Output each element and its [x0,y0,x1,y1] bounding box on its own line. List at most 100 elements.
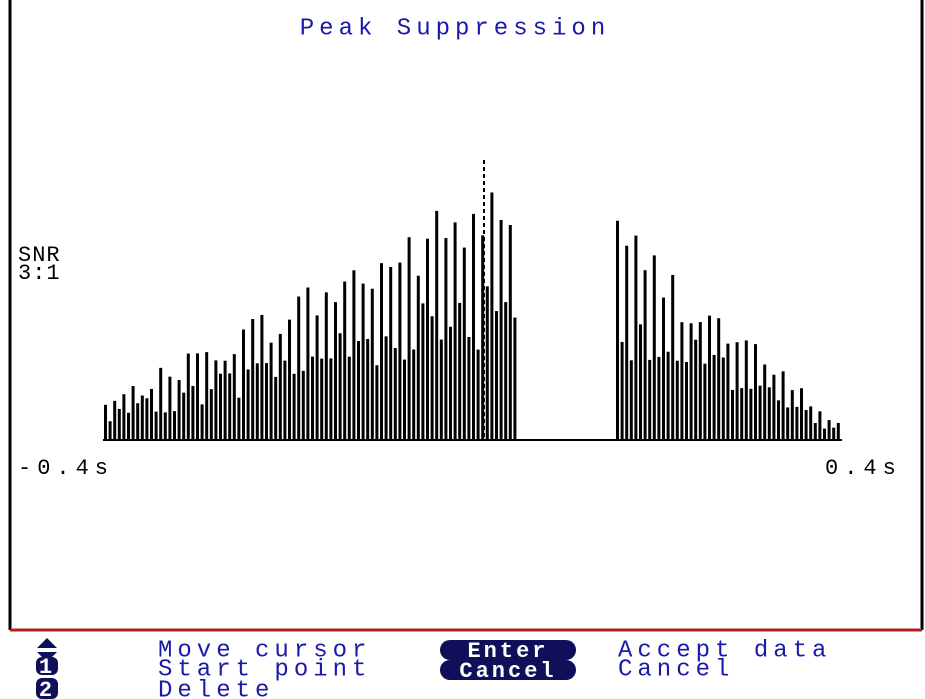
signal-bar [209,389,213,440]
signal-bar [403,359,406,440]
signal-bar [407,237,411,440]
signal-bar [508,225,512,440]
snr-value: 3:1 [18,261,61,286]
signal-bar [251,319,255,440]
signal-bar [214,360,218,440]
signal-bar [809,406,813,440]
signal-bar [154,411,158,440]
key-icon [36,657,58,675]
signal-bar [122,394,126,440]
key-name[interactable]: Cancel [459,659,556,684]
hint: Start point [158,656,371,683]
signal-bar [481,235,485,440]
signal-bar [269,342,273,440]
signal-bar [616,220,619,440]
signal-bar [219,373,222,440]
key-pill[interactable] [440,640,576,660]
signal-bar [744,340,748,440]
signal [104,192,840,440]
signal-bar [329,358,333,440]
footer: 1 2 Move cursor Start point Delete Enter… [36,637,831,699]
signal-bar [242,329,245,440]
signal-bar [324,292,328,440]
signal-bar [104,404,107,440]
signal-bar [113,400,117,440]
signal-bar [740,388,744,440]
key-name[interactable]: Enter [467,639,548,664]
signal-bar [375,365,379,440]
signal-bar [685,361,688,440]
signal-bar [182,392,186,440]
signal-bar [292,373,296,440]
signal-bar [421,303,425,440]
signal-bar [777,400,780,440]
signal-bar [150,388,153,440]
signal-bar [370,288,374,440]
signal-bar [620,341,624,440]
signal-bar [513,317,517,440]
signal-bar [439,339,443,440]
signal-bar [758,385,762,440]
signal-bar [800,388,803,440]
signal-bar [311,356,314,440]
signal-bar [827,420,831,440]
signal-bar [652,255,656,440]
signal-bar [288,319,291,440]
signal-bar [283,360,287,440]
signal-bar [278,333,282,440]
signal-bar [393,348,397,440]
signal-bar [708,315,711,440]
signal-bar [223,360,227,440]
signal-bar [735,342,739,440]
signal-bar [490,192,494,440]
signal-bar [832,427,836,440]
signal-bar [804,410,808,440]
key-pill[interactable] [440,660,576,680]
signal-bar [430,316,434,440]
signal-bar [117,408,121,440]
signal-bar [698,322,702,440]
key-icon-label: 1 [39,655,55,680]
snr-label: SNR [18,243,61,268]
signal-bar [485,286,489,440]
signal-bar [721,357,725,440]
signal-bar [629,360,633,440]
signal-bar [476,349,480,440]
key-action: Cancel [618,656,734,683]
signal-bar [823,428,826,440]
signal-bar [648,359,652,440]
signal-bar [671,274,675,440]
signal-bar [274,376,278,440]
signal-bar [495,311,498,440]
signal-bar [380,263,383,440]
signal-bar [499,219,503,440]
key-action: Accept data [618,637,831,664]
signal-bar [795,406,799,440]
signal-bar [255,363,259,440]
signal-bar [467,336,471,440]
signal-bar [472,213,475,440]
signal-bar [246,369,250,440]
signal-bar [232,354,236,440]
signal-bar [657,356,661,440]
signal-bar [818,411,822,440]
signal-bar [726,343,730,440]
signal-bar [384,336,388,440]
signal-bar [301,370,305,440]
signal-bar [320,358,324,440]
signal-bar [352,270,356,440]
signal-bar [749,388,753,440]
signal-bar [444,238,448,440]
signal-bar [426,238,429,440]
signal-bar [177,380,181,440]
title: Peak Suppression [300,15,610,42]
signal-bar [191,385,195,440]
signal-bar [453,222,457,440]
signal-bar [625,245,629,440]
signal-bar [357,341,360,440]
signal-bar [416,275,420,440]
signal-bar [772,374,776,440]
signal-bar [260,314,264,440]
